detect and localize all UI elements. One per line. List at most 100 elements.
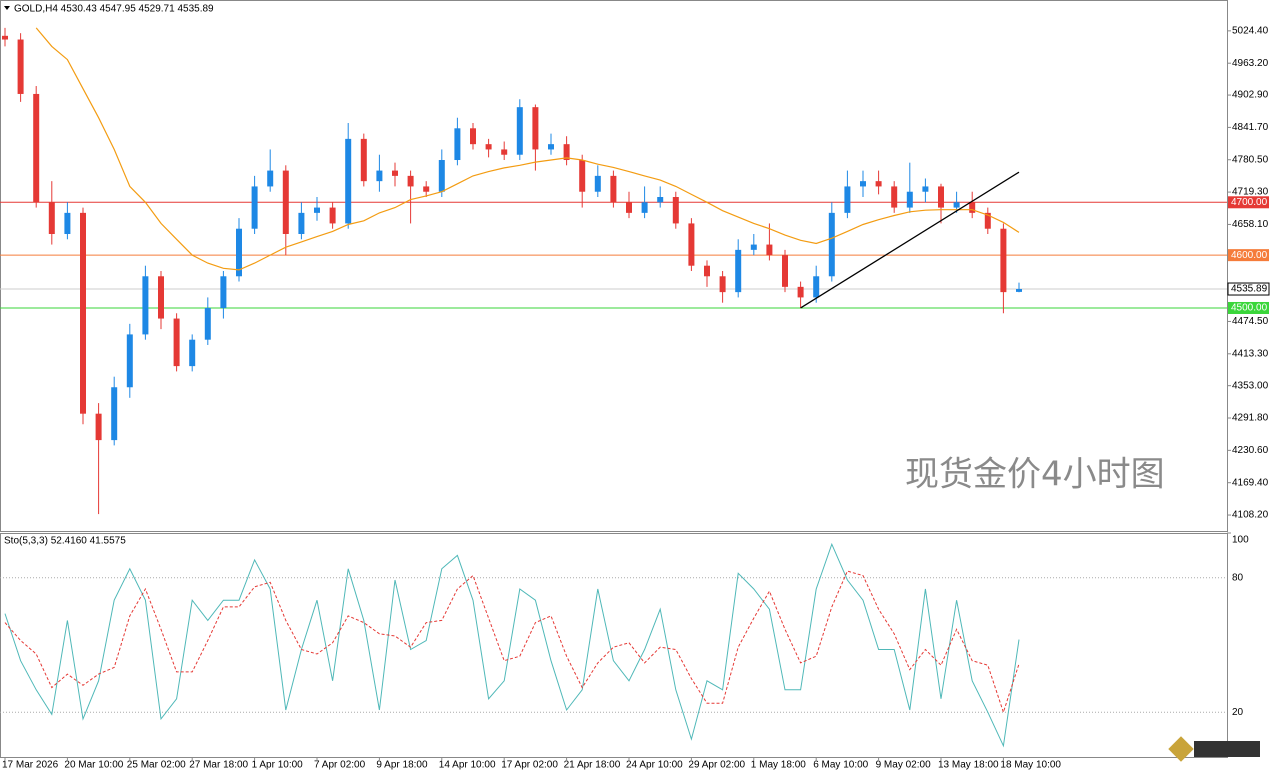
candle-body (142, 276, 149, 335)
level-label: 4700.00 (1231, 197, 1268, 208)
candle-body (392, 170, 398, 176)
candle-body (688, 223, 695, 266)
price-panel (0, 0, 1228, 532)
candle-body (984, 212, 991, 229)
candle-body (48, 202, 55, 234)
candle-body (844, 186, 851, 213)
candle-body (922, 186, 929, 192)
candle-body (485, 144, 492, 150)
x-tick-label: 29 Apr 02:00 (688, 760, 745, 771)
y-tick-label: 4719.30 (1232, 187, 1269, 198)
candle-body (782, 255, 788, 287)
candle-body (376, 170, 383, 182)
level-label: 4500.00 (1231, 303, 1268, 314)
candle-body (236, 228, 242, 277)
collapse-icon[interactable] (4, 6, 10, 10)
x-tick-label: 20 Mar 10:00 (64, 760, 123, 771)
candle-body (267, 170, 274, 187)
x-tick-label: 1 Apr 10:00 (252, 760, 304, 771)
candle-body (657, 197, 664, 203)
moving-average (35, 27, 1020, 271)
candle-body (813, 276, 820, 298)
candle-body (204, 307, 211, 340)
stochastic-line (4, 542, 1020, 748)
candle-body (126, 334, 133, 388)
candle-body (111, 387, 118, 441)
candle-body (719, 276, 726, 293)
candle-body (704, 265, 710, 277)
x-tick-label: 17 Apr 02:00 (501, 760, 558, 771)
x-tick-label: 21 Apr 18:00 (564, 760, 621, 771)
candle-body (438, 160, 445, 192)
candle-body (501, 149, 508, 155)
level-label: 4600.00 (1231, 250, 1268, 261)
candle-body (860, 181, 866, 187)
candle-body (189, 339, 196, 367)
y-tick-label: 4780.50 (1232, 154, 1269, 165)
x-tick-label: 6 May 10:00 (813, 760, 868, 771)
y-tick-label: 4291.80 (1232, 413, 1269, 424)
candle-body (470, 128, 476, 145)
x-tick-label: 9 May 02:00 (876, 760, 931, 771)
y-tick-label: 4169.40 (1232, 477, 1269, 488)
y-tick-label: 4474.50 (1232, 316, 1269, 327)
candle-body (282, 170, 289, 234)
y-tick-label: 4902.90 (1232, 90, 1269, 101)
candle-body (329, 207, 336, 224)
indicator-label: Sto(5,3,3) 52.4160 41.5575 (4, 536, 126, 547)
trendline (800, 171, 1020, 309)
y-tick-label: 4108.20 (1232, 510, 1269, 521)
y-tick-label: 4841.70 (1232, 122, 1269, 133)
candle-body (875, 181, 882, 187)
candle-body (938, 186, 944, 208)
x-tick-label: 17 Mar 2026 (2, 760, 59, 771)
chart-title: GOLD,H4 4530.43 4547.95 4529.71 4535.89 (14, 4, 214, 15)
candle-body (1016, 289, 1022, 292)
candle-body (906, 191, 913, 208)
candle-body (610, 175, 617, 203)
candle-body (953, 202, 960, 208)
indicator-tick-label: 80 (1232, 572, 1244, 583)
y-tick-label: 4413.30 (1232, 348, 1269, 359)
candle-body (516, 107, 523, 155)
indicator-tick-label: 100 (1232, 535, 1249, 546)
candle-body (828, 212, 835, 277)
candle-body (969, 202, 976, 213)
watermark: 现货金价4小时图 (905, 455, 1165, 495)
y-tick-label: 5024.40 (1232, 25, 1269, 36)
candle-body (298, 212, 305, 234)
candle-body (64, 212, 71, 234)
candle-body (220, 276, 227, 308)
candle-body (17, 39, 24, 94)
candle-body (1000, 228, 1007, 293)
indicator-tick-label: 20 (1232, 707, 1244, 718)
indicator-panel (0, 533, 1228, 758)
candle-body (173, 318, 180, 367)
candle-body (251, 186, 258, 229)
y-tick-label: 4963.20 (1232, 58, 1269, 69)
candle-body (548, 144, 554, 150)
candle-body (2, 35, 8, 40)
current-price-tag (1227, 282, 1270, 296)
candle-body (423, 186, 430, 192)
y-tick-label: 4353.00 (1232, 380, 1269, 391)
x-tick-label: 25 Mar 02:00 (127, 760, 186, 771)
candle-body (360, 138, 367, 182)
candle-body (672, 197, 679, 224)
candle-body (579, 160, 586, 192)
x-tick-label: 18 May 10:00 (1000, 760, 1061, 771)
candle-body (891, 186, 898, 208)
level-tag (1228, 301, 1269, 314)
candle-body (750, 244, 757, 250)
candle-body (33, 93, 40, 203)
candle-body (158, 276, 164, 319)
x-tick-label: 13 May 18:00 (938, 760, 999, 771)
candle-body (594, 175, 601, 192)
x-tick-label: 7 Apr 02:00 (314, 760, 366, 771)
candle-body (626, 202, 632, 213)
candle-body (563, 144, 570, 161)
y-tick-label: 4658.10 (1232, 219, 1269, 230)
x-tick-label: 1 May 18:00 (751, 760, 806, 771)
x-tick-label: 9 Apr 18:00 (376, 760, 428, 771)
